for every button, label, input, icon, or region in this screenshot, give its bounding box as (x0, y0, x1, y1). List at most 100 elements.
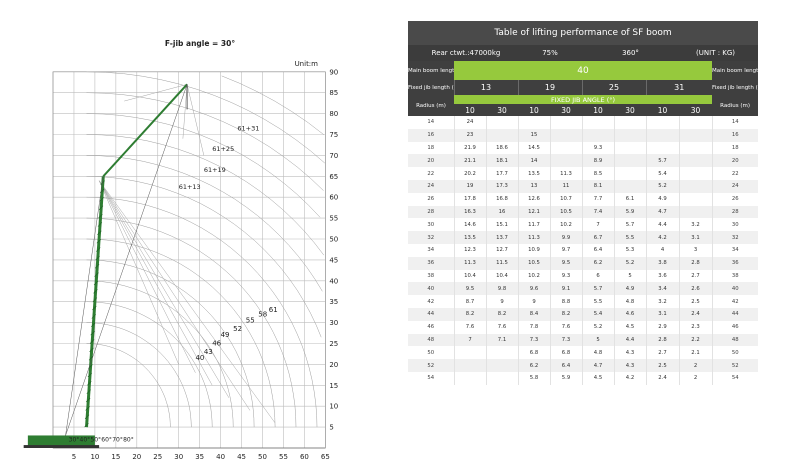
capacity-cell (678, 179, 712, 193)
radius-cell: 38 (427, 272, 435, 279)
main-boom-value: 40 (454, 61, 712, 80)
capacity-cell: 2.9 (645, 320, 679, 334)
table-row: 18 21.9 18.6 14.5 9.3 18 (408, 141, 759, 155)
capacity-cell: 5.7 (645, 154, 679, 168)
boom-length-label: 43 (204, 348, 213, 356)
capacity-cell (549, 154, 582, 168)
main-boom (85, 176, 105, 428)
range-arc (86, 113, 321, 218)
angle-label: 60° (101, 437, 112, 444)
capacity-cell: 16.8 (485, 192, 518, 206)
capacity-cell: 5.2 (613, 256, 646, 270)
y-tick-label: 85 (329, 89, 338, 97)
capacity-cell: 8.2 (453, 307, 486, 321)
x-tick-label: 10 (90, 453, 99, 461)
y-tick-label: 15 (329, 382, 338, 390)
capacity-cell: 2.2 (678, 333, 712, 347)
boom-lattice (87, 372, 93, 378)
capacity-cell: 6.8 (517, 346, 550, 360)
capacity-cell: 9.8 (485, 282, 518, 296)
radius-cell: 40 (408, 282, 454, 296)
capacity-cell (678, 128, 712, 142)
capacity-cell: 5.9 (613, 205, 646, 219)
boom-lattice (84, 422, 89, 428)
capacity-cell: 2.3 (678, 320, 712, 334)
radius-cell: 44 (711, 307, 759, 321)
fixed-jib (102, 83, 188, 177)
capacity-cell: 9 (517, 295, 550, 308)
jib-combo-label: 61+25 (212, 145, 234, 153)
capacity-cell: 7.4 (581, 205, 614, 219)
capacity-cell: 4.2 (645, 231, 679, 244)
capacity-cell: 16 (485, 205, 518, 219)
capacity-cell (613, 154, 646, 168)
table-row: 52 6.2 6.4 4.7 4.3 2.5 2 52 (408, 359, 759, 372)
capacity-cell: 13.7 (485, 231, 518, 244)
radius-cell: 30 (427, 221, 435, 228)
capacity-cell: 14.6 (453, 218, 486, 232)
angle-label: 50° (90, 437, 101, 444)
capacity-cell (678, 192, 712, 206)
capacity-cell: 4.3 (613, 359, 646, 372)
capacity-cell: 6.2 (517, 359, 550, 372)
capacity-cell: 6.8 (549, 346, 582, 360)
y-tick-label: 60 (329, 194, 338, 202)
range-arc (86, 301, 213, 428)
capacity-cell: 9.3 (549, 269, 582, 283)
capacity-cell: 12.1 (517, 205, 550, 219)
capacity-cell: 2.5 (645, 359, 679, 372)
radius-cell: 24 (711, 179, 759, 193)
jib-range-line (98, 180, 196, 373)
range-arc (86, 238, 276, 428)
angle-cell: 10 (646, 104, 679, 116)
range-arc (86, 92, 324, 191)
capacity-cell: 9.6 (517, 282, 550, 296)
capacity-cell: 7.8 (517, 320, 550, 334)
capacity-cell: 3 (678, 243, 712, 257)
capacity-cell (485, 371, 518, 385)
boom-lattice (96, 247, 101, 252)
boom-length-label: 52 (233, 325, 242, 333)
capacity-cell: 12.3 (453, 243, 486, 257)
capacity-cell (549, 128, 582, 142)
x-tick-label: 45 (237, 453, 246, 461)
angle-cell: 30 (614, 104, 646, 116)
capacity-cell: 7 (453, 333, 486, 347)
jib-combo-label: 61+19 (204, 166, 226, 174)
capacity-cell: 2 (678, 371, 712, 385)
capacity-cell: 2.7 (678, 269, 712, 283)
capacity-cell: 2 (678, 359, 712, 372)
capacity-cell (453, 371, 486, 385)
capacity-cell: 8.9 (581, 154, 614, 168)
angle-cell: 30 (486, 104, 518, 116)
boom-lattice (95, 255, 100, 261)
capacity-cell: 2.4 (645, 371, 679, 385)
x-tick-label: 50 (258, 453, 267, 461)
radius-cell: 36 (408, 256, 454, 270)
capacity-cell: 10.2 (517, 269, 550, 283)
y-tick-label: 70 (329, 152, 338, 160)
capacity-cell (581, 128, 614, 142)
capacity-cell: 3.1 (678, 231, 712, 244)
boom-lattice (94, 272, 99, 277)
capacity-cell: 2.1 (678, 346, 712, 360)
capacity-cell: 6.4 (581, 243, 614, 257)
boom-lattice (89, 347, 94, 353)
table-row: 30 14.6 15.1 11.7 10.2 7 5.7 4.4 3.2 30 (408, 218, 759, 232)
radius-cell: 38 (711, 269, 759, 283)
capacity-cell: 5.4 (645, 167, 679, 180)
capacity-cell: 6.7 (581, 231, 614, 244)
table-row: 42 8.7 9 9 8.8 5.5 4.8 3.2 2.5 42 (408, 295, 759, 308)
radius-cell: 24 (408, 179, 454, 193)
angle-cell: 10 (454, 104, 486, 116)
capacity-cell: 3.2 (678, 218, 712, 232)
radius-cell: 14 (427, 119, 435, 126)
capacity-cell (645, 128, 679, 142)
capacity-cell: 5.7 (581, 282, 614, 296)
capacity-cell: 3.1 (645, 307, 679, 321)
capacity-cell: 14 (517, 154, 550, 168)
capacity-cell: 5 (613, 269, 646, 283)
radius-cell: 34 (427, 247, 435, 254)
capacity-cell: 11.3 (549, 167, 582, 180)
radius-cell: 46 (427, 324, 435, 331)
